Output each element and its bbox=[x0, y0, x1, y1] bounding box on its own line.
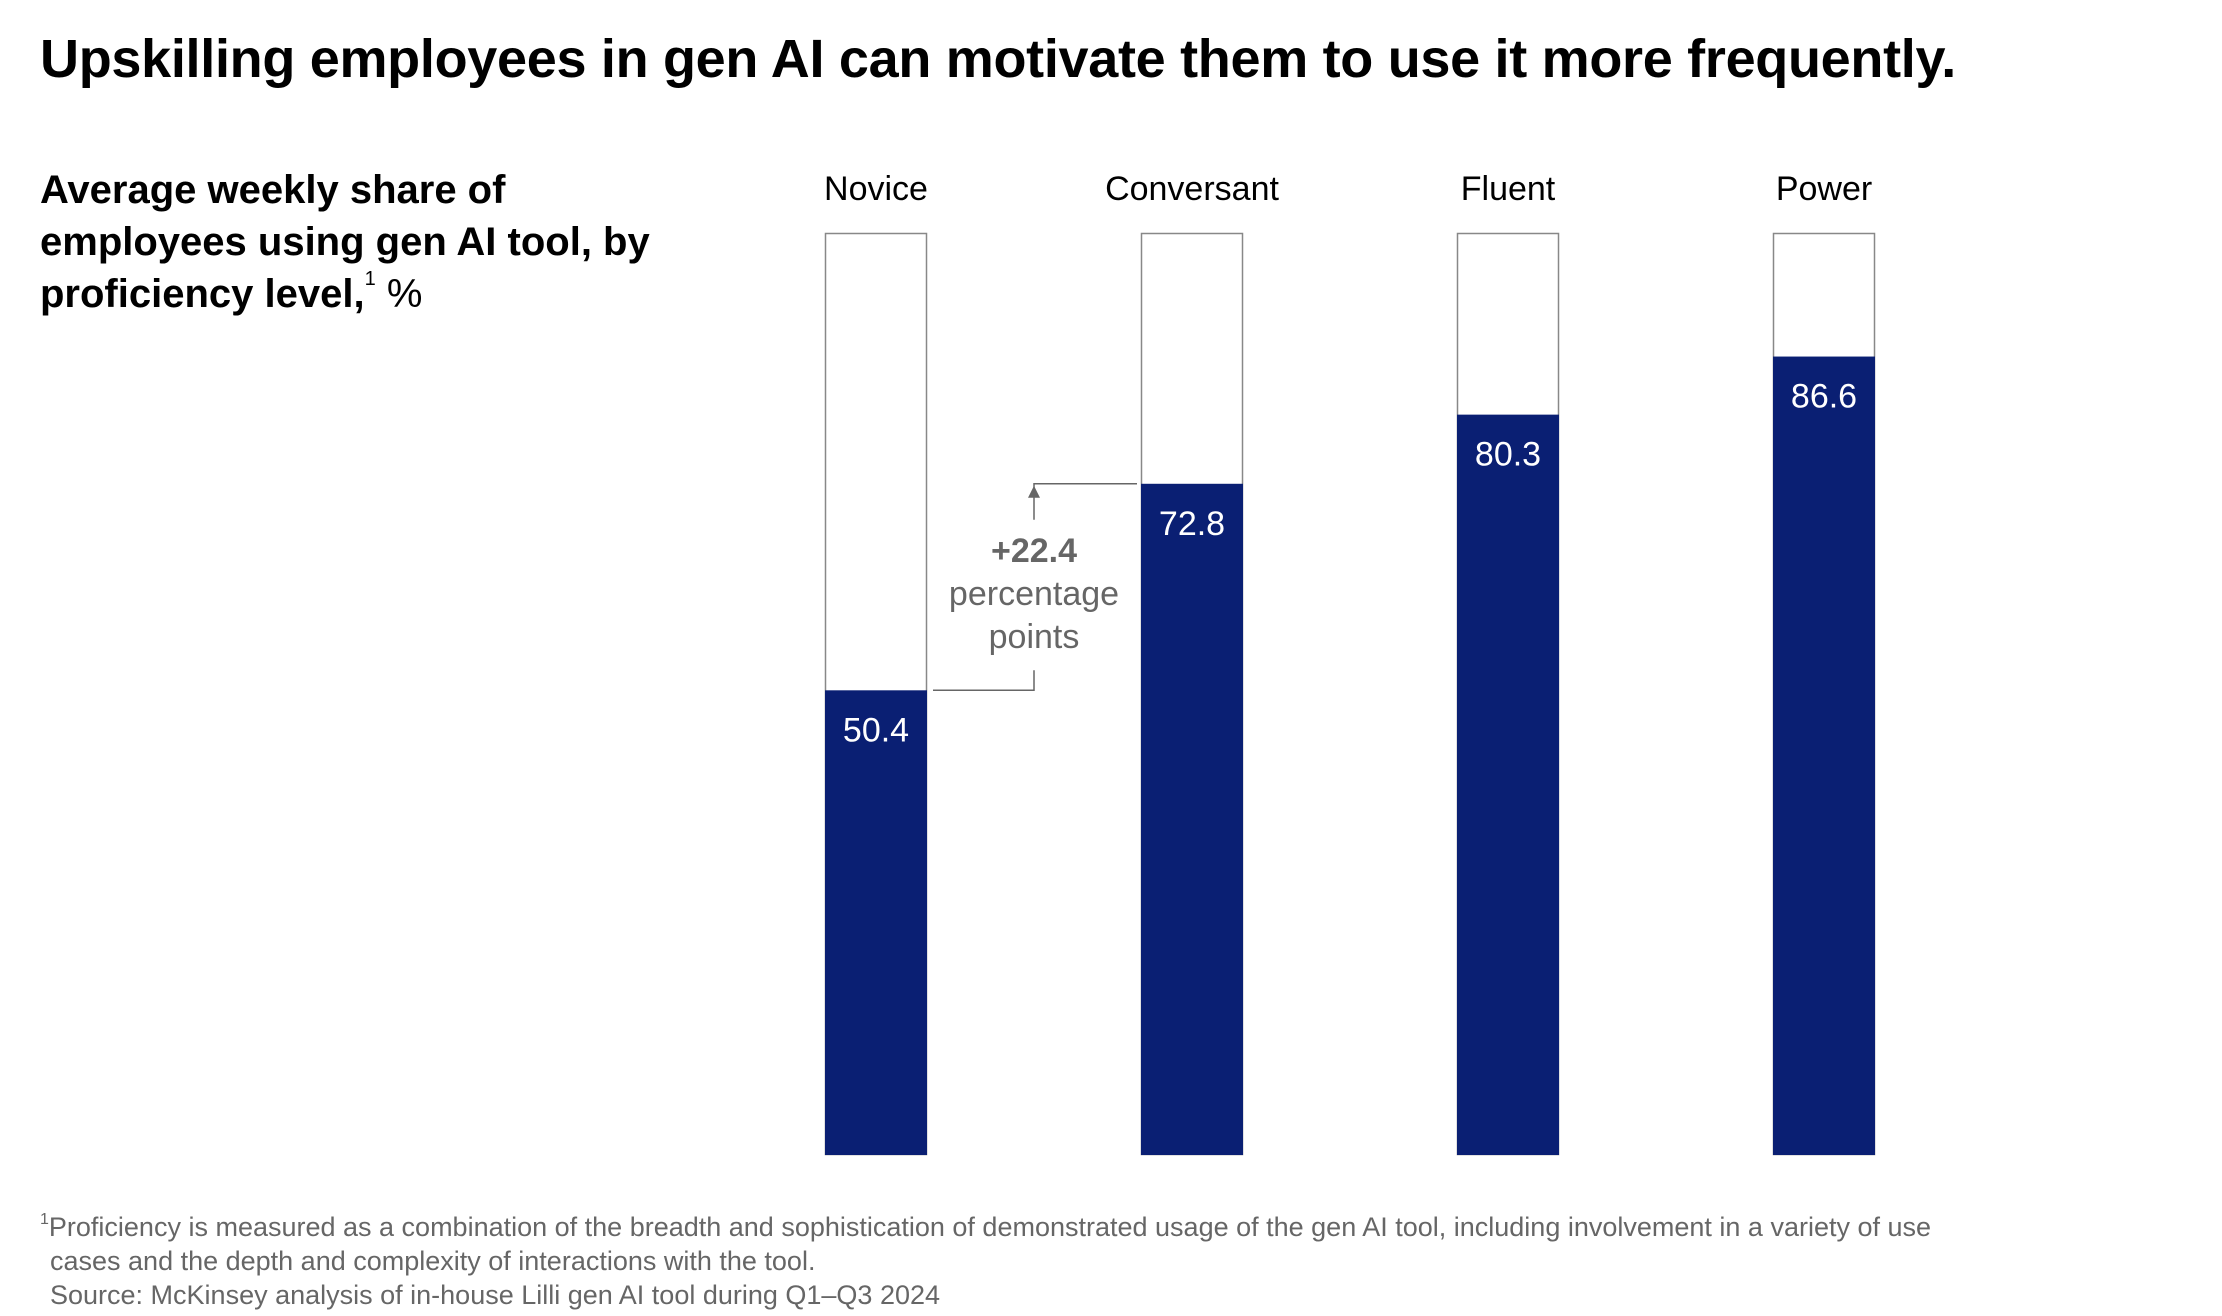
value-label-fluent: 80.3 bbox=[1475, 436, 1541, 474]
footnotes: 1Proficiency is measured as a combinatio… bbox=[40, 1210, 2180, 1312]
annotation-label-line-2: points bbox=[989, 618, 1080, 656]
source-note: Source: McKinsey analysis of in-house Li… bbox=[50, 1280, 941, 1310]
subtitle-unit: % bbox=[386, 272, 423, 316]
chart-title: Upskilling employees in gen AI can motiv… bbox=[40, 29, 1956, 89]
chart-subtitle: Average weekly share of employees using … bbox=[40, 164, 660, 320]
category-label-power: Power bbox=[1776, 170, 1872, 208]
subtitle-footnote-marker: 1 bbox=[364, 268, 376, 290]
footnote-line-2: cases and the depth and complexity of in… bbox=[50, 1246, 816, 1276]
annotation-label-line-1: percentage bbox=[949, 575, 1119, 613]
value-label-novice: 50.4 bbox=[843, 711, 909, 749]
bar-fluent bbox=[1457, 414, 1559, 1155]
subtitle-text: Average weekly share of employees using … bbox=[40, 168, 650, 316]
annotation-bracket-bottom bbox=[933, 670, 1035, 692]
category-label-conversant: Conversant bbox=[1105, 170, 1279, 208]
footnote-marker: 1 bbox=[40, 1211, 49, 1228]
annotation-value: +22.4 bbox=[991, 532, 1077, 570]
category-label-novice: Novice bbox=[824, 170, 928, 208]
annotation-arrow-icon bbox=[1028, 485, 1040, 498]
bar-conversant bbox=[1141, 483, 1243, 1155]
bar-novice bbox=[825, 690, 927, 1155]
footnote-1: 1Proficiency is measured as a combinatio… bbox=[40, 1210, 2180, 1244]
footnote-line-1: Proficiency is measured as a combination… bbox=[48, 1212, 1932, 1242]
bar-power bbox=[1773, 356, 1875, 1156]
annotation-bracket-top bbox=[1033, 483, 1137, 520]
value-label-power: 86.6 bbox=[1791, 378, 1857, 416]
value-label-conversant: 72.8 bbox=[1159, 505, 1225, 543]
category-label-fluent: Fluent bbox=[1461, 170, 1556, 208]
